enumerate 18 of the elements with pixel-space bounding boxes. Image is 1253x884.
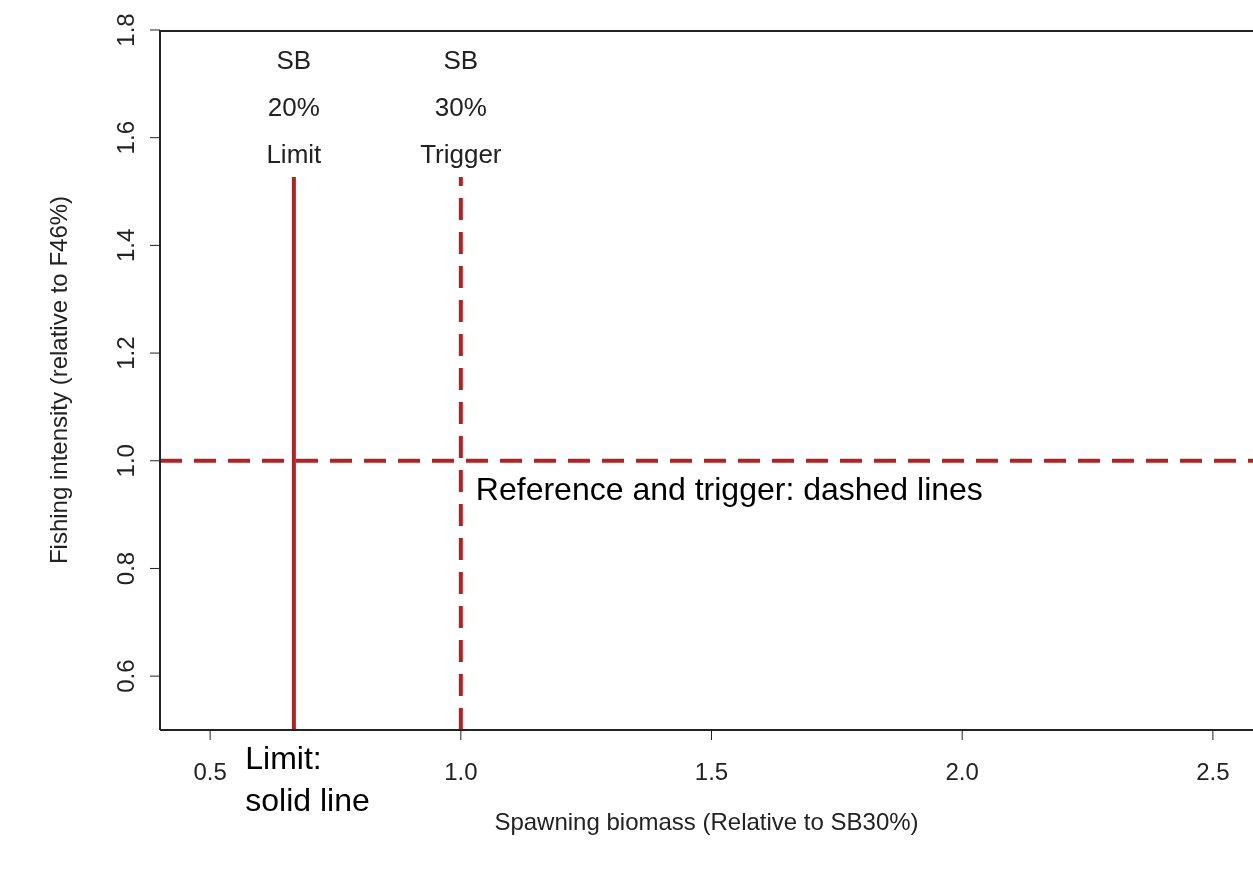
ref-line-label: SB 30% Trigger (420, 45, 502, 169)
x-tick-label: 1.0 (444, 758, 478, 785)
x-axis-title: Spawning biomass (Relative to SB30%) (494, 808, 919, 835)
y-tick-label: 1.2 (112, 336, 139, 370)
y-tick-label: 1.6 (112, 121, 139, 155)
ref-line-label: SB 20% Limit (266, 45, 323, 169)
x-tick-label: 0.5 (193, 758, 227, 785)
text: Limit: solid line (245, 739, 370, 820)
x-tick-label: 2.0 (945, 758, 979, 785)
x-tick-label: 2.5 (1196, 758, 1230, 785)
y-axis-title: Fishing intensity (relative to F46%) (44, 195, 72, 565)
y-tick-label: 1.0 (112, 444, 139, 478)
annotation: Reference and trigger: dashed lines (475, 469, 983, 509)
y-tick-label: 1.8 (112, 13, 139, 47)
y-tick-label: 0.6 (112, 659, 139, 693)
y-tick-label: 0.8 (112, 551, 139, 586)
y-tick-label: 1.4 (112, 228, 139, 263)
x-tick-label: 1.5 (694, 758, 729, 785)
